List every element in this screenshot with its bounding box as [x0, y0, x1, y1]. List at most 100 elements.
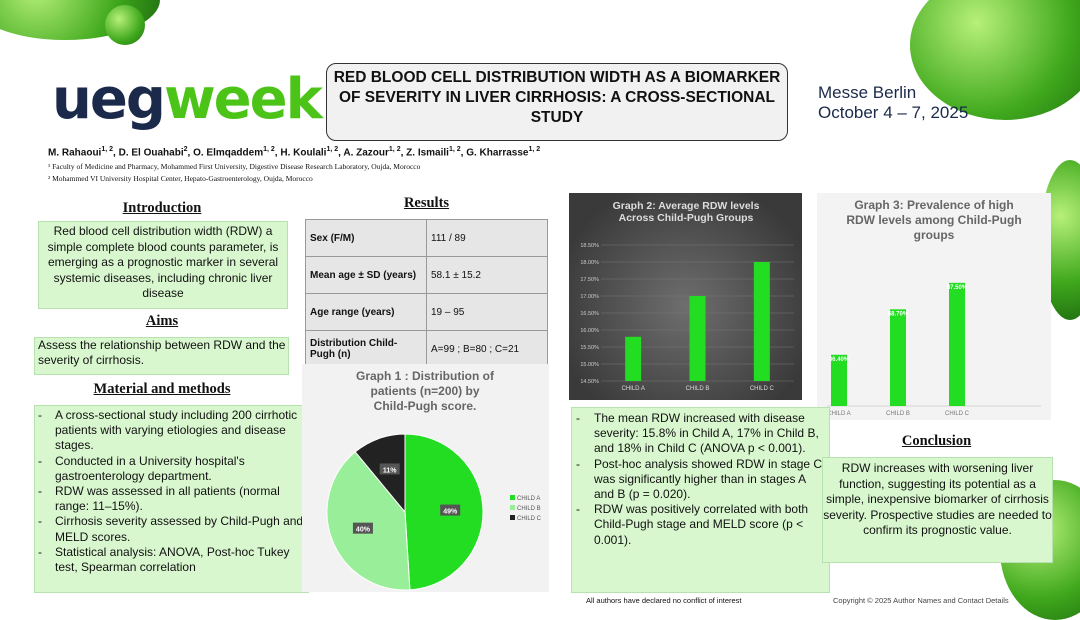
y-tick-label: 18.50%: [580, 243, 599, 249]
ueg-week-logo: uegweek: [52, 67, 323, 132]
results-table: Sex (F/M) 111 / 89 Mean age ± SD (years) 5…: [305, 219, 548, 368]
x-tick-label: CHILD A: [621, 386, 644, 392]
pie-label-bg: [440, 504, 461, 516]
logo-ueg: ueg: [52, 67, 166, 132]
bar-child-c: [949, 282, 965, 406]
table-row: Age range (years) 19 – 95: [305, 293, 548, 331]
decorative-blob-top-left-small: [105, 5, 145, 45]
list-item: Post-hoc analysis showed RDW in stage C …: [576, 457, 827, 503]
x-tick-label: CHILD A: [827, 411, 850, 417]
list-item: RDW was positively correlated with both …: [576, 502, 827, 548]
y-tick-label: 14.50%: [580, 379, 599, 385]
pie-title-line: Child-Pugh score.: [374, 399, 477, 413]
y-tick-label: 17.50%: [580, 277, 599, 283]
author-affiliation-mark: 1, 2: [448, 146, 461, 153]
conflict-statement: All authors have declared no conflict of…: [586, 596, 742, 605]
author-list: M. Rahaoui1, 2, D. El Ouahabi2, O. Elmqa…: [48, 146, 541, 159]
affiliation-2: ² Mohammed VI University Hospital Center…: [48, 174, 313, 183]
table-row: Mean age ± SD (years) 58.1 ± 15.2: [305, 256, 548, 294]
y-tick-label: 15.50%: [580, 345, 599, 351]
bar-child-a: [625, 336, 642, 381]
venue-dates: October 4 – 7, 2025: [818, 103, 969, 122]
aims-heading: Aims: [145, 313, 179, 329]
list-item: The mean RDW increased with disease seve…: [576, 411, 827, 457]
bar-child-b: [689, 296, 706, 381]
aims-text: Assess the relationship between RDW and …: [34, 337, 289, 375]
list-item: Cirrhosis severity assessed by Child-Pug…: [38, 514, 306, 544]
conclusion-heading: Conclusion: [901, 433, 972, 449]
table-row: Sex (F/M) 111 / 89: [305, 219, 548, 257]
bar3-title-line: RDW levels among Child-Pugh: [846, 213, 1021, 227]
author-affiliation-mark: 1, 2: [263, 146, 275, 153]
venue-location: Messe Berlin: [818, 83, 917, 102]
y-tick-label: 17.00%: [580, 294, 599, 300]
x-tick-label: CHILD B: [686, 386, 710, 392]
bar2-title-line: Across Child-Pugh Groups: [619, 212, 754, 224]
bar3-title-line: groups: [914, 228, 955, 242]
table-cell-label: Sex (F/M): [305, 219, 427, 257]
copyright: Copyright © 2025 Author Names and Contac…: [833, 596, 1009, 605]
legend-label: CHILD C: [517, 516, 542, 522]
list-item: Conducted in a University hospital's gas…: [38, 454, 306, 484]
author-affiliation-mark: 1, 2: [326, 146, 339, 153]
x-tick-label: CHILD C: [750, 386, 775, 392]
pie-label-bg: [379, 463, 400, 475]
legend-swatch: [510, 495, 515, 500]
list-item: RDW was assessed in all patients (normal…: [38, 484, 306, 514]
bar-child-b: [890, 309, 906, 406]
table-cell-label: Age range (years): [305, 293, 427, 331]
results-heading-text: Results: [403, 195, 450, 211]
author-affiliation-mark: 2: [183, 146, 188, 153]
bar3-title-line: Graph 3: Prevalence of high: [854, 198, 1013, 212]
author-affiliation-mark: 1, 2: [528, 146, 541, 153]
y-tick-label: 16.00%: [580, 328, 599, 334]
pie-data-label: 11%: [383, 467, 397, 474]
poster-title: RED BLOOD CELL DISTRIBUTION WIDTH AS A B…: [326, 63, 788, 141]
pie-title-line: Graph 1 : Distribution of: [356, 369, 495, 383]
pie-data-label: 40%: [356, 527, 371, 534]
x-tick-label: CHILD C: [945, 411, 970, 417]
legend-swatch: [510, 505, 515, 510]
bar-data-label: 87.50%: [947, 285, 968, 291]
bar-data-label: 68.70%: [888, 311, 909, 317]
table-cell-value: 111 / 89: [426, 219, 548, 257]
table-row: Distribution Child-Pugh (n) A=99 ; B=80 ;…: [305, 330, 548, 368]
logo-week: week: [163, 67, 323, 132]
graph1-pie-chart: Graph 1 : Distribution of patients (n=200…: [302, 364, 549, 592]
author-affiliation-mark: 1, 2: [101, 146, 114, 153]
list-item: Statistical analysis: ANOVA, Post-hoc Tu…: [38, 545, 306, 575]
methods-heading: Material and methods: [93, 381, 231, 397]
x-tick-label: CHILD B: [886, 411, 910, 417]
introduction-heading: Introduction: [122, 200, 202, 216]
conclusion-text: RDW increases with worsening liver funct…: [822, 457, 1053, 563]
author-name: G. Kharrasse: [466, 147, 529, 159]
legend-label: CHILD B: [517, 506, 541, 512]
graph3-bar-chart: Graph 3: Prevalence of high RDW levels am…: [817, 193, 1051, 420]
author-name: A. Zazour: [343, 147, 389, 159]
results-findings: The mean RDW increased with disease seve…: [571, 407, 830, 593]
author-affiliation-mark: 1, 2: [388, 146, 401, 153]
y-tick-label: 15.00%: [580, 362, 599, 368]
methods-list: A cross-sectional study including 200 ci…: [34, 405, 309, 593]
author-name: Z. Ismaili: [406, 147, 449, 159]
pie-data-label: 49%: [443, 509, 458, 516]
list-item: A cross-sectional study including 200 ci…: [38, 408, 306, 454]
affiliation-1: ¹ Faculty of Medicine and Pharmacy, Moha…: [48, 162, 421, 171]
y-tick-label: 18.00%: [580, 260, 599, 266]
pie-label-bg: [352, 522, 373, 534]
pie-title-line: patients (n=200) by: [370, 384, 479, 398]
author-name: M. Rahaoui: [48, 147, 102, 159]
table-cell-label: Mean age ± SD (years): [305, 256, 427, 294]
bar-child-a: [831, 354, 847, 406]
bar2-title-line: Graph 2: Average RDW levels: [613, 200, 760, 212]
pie-slice-child-b: [326, 451, 411, 591]
y-tick-label: 16.50%: [580, 311, 599, 317]
results-heading: Results: [305, 195, 548, 212]
introduction-text: Red blood cell distribution width (RDW) …: [38, 221, 288, 309]
author-name: D. El Ouahabi: [118, 147, 184, 159]
graph2-bar-chart: Graph 2: Average RDW levels Across Child-…: [569, 193, 802, 400]
legend-swatch: [510, 515, 515, 520]
